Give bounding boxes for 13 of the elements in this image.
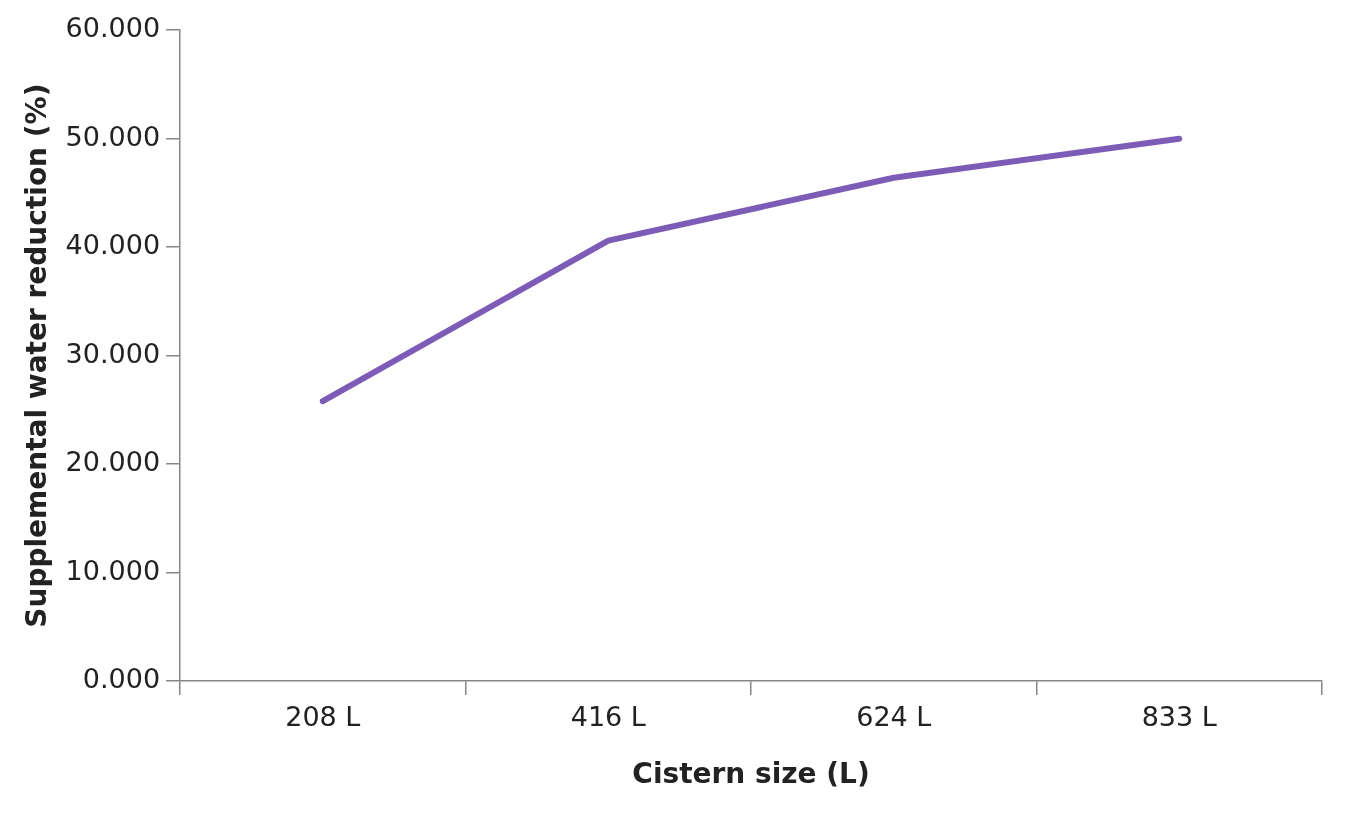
x-tick-label: 208 L (285, 701, 361, 733)
x-tick-label: 624 L (856, 701, 932, 733)
x-axis-title: Cistern size (L) (632, 757, 870, 791)
y-tick-label: 60.000 (65, 12, 161, 44)
x-tick-label: 416 L (570, 701, 646, 733)
y-tick-label: 20.000 (65, 446, 161, 478)
y-tick-label: 0.000 (82, 663, 161, 695)
x-tick-label: 833 L (1141, 701, 1217, 733)
y-tick-label: 50.000 (65, 120, 161, 152)
y-axis-title: Supplemental water reduction (%) (20, 83, 54, 628)
y-tick-label: 10.000 (65, 554, 161, 586)
y-tick-label: 30.000 (65, 337, 161, 369)
y-tick-label: 40.000 (65, 229, 161, 261)
